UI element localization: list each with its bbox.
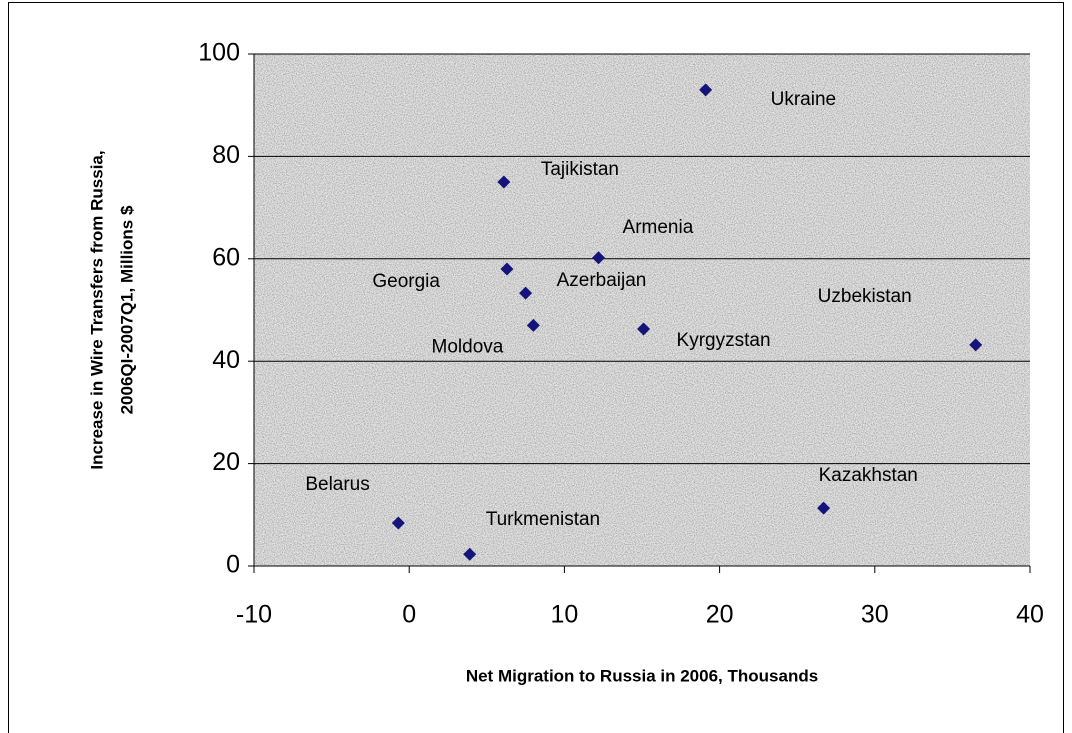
point-label: Azerbaijan bbox=[557, 270, 647, 291]
data-point bbox=[500, 262, 514, 276]
point-label: Georgia bbox=[372, 271, 440, 292]
data-point bbox=[497, 175, 511, 189]
x-tick-label: 20 bbox=[706, 601, 734, 629]
data-point bbox=[817, 501, 831, 515]
y-axis-title: Increase in Wire Transfers from Russia, bbox=[87, 150, 106, 469]
point-label: Uzbekistan bbox=[818, 286, 912, 307]
y-tick-label: 60 bbox=[212, 243, 240, 271]
data-point bbox=[526, 318, 540, 332]
y-tick-label: 40 bbox=[212, 346, 240, 374]
point-label: Ukraine bbox=[771, 89, 836, 110]
data-point bbox=[519, 286, 533, 300]
data-point bbox=[699, 83, 713, 97]
x-tick-label: 30 bbox=[861, 601, 889, 629]
x-tick-label: 0 bbox=[402, 601, 416, 629]
data-point bbox=[969, 338, 983, 352]
point-label: Armenia bbox=[623, 217, 694, 238]
plot-texture bbox=[254, 54, 1030, 566]
y-axis-title: 2006QI-2007Q1, Millions $ bbox=[117, 205, 136, 414]
x-tick-label: 10 bbox=[550, 601, 578, 629]
point-label: Belarus bbox=[305, 474, 369, 495]
y-tick-label: 80 bbox=[212, 141, 240, 169]
y-tick-label: 20 bbox=[212, 448, 240, 476]
x-tick-label: -10 bbox=[236, 601, 272, 629]
point-label: Turkmenistan bbox=[486, 509, 600, 530]
data-point bbox=[637, 322, 651, 336]
point-label: Kazakhstan bbox=[819, 465, 918, 486]
data-point bbox=[592, 251, 606, 265]
point-label: Kyrgyzstan bbox=[677, 330, 771, 351]
x-axis-title: Net Migration to Russia in 2006, Thousan… bbox=[466, 666, 818, 685]
data-point bbox=[463, 547, 477, 561]
point-label: Tajikistan bbox=[541, 159, 619, 180]
point-label: Moldova bbox=[432, 336, 504, 357]
x-tick-label: 40 bbox=[1016, 601, 1044, 629]
y-tick-label: 0 bbox=[226, 551, 240, 579]
y-tick-label: 100 bbox=[198, 39, 240, 67]
data-point bbox=[391, 516, 405, 530]
